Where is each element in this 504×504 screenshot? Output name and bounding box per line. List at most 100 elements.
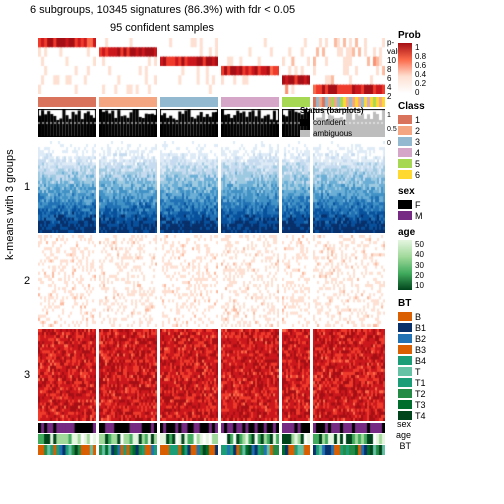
class-swatch bbox=[398, 170, 412, 179]
class-swatch bbox=[398, 115, 412, 124]
prob-gradient bbox=[398, 43, 412, 93]
heatmap-block bbox=[221, 38, 279, 94]
kmeans-row-label: 3 bbox=[24, 369, 30, 381]
class-swatch bbox=[398, 159, 412, 168]
bt-label: B4 bbox=[415, 356, 426, 366]
heatmap-block bbox=[282, 329, 310, 421]
heatmap-block bbox=[160, 109, 218, 137]
heatmap-block bbox=[282, 38, 310, 94]
heatmap-block bbox=[221, 97, 279, 107]
bt-swatch bbox=[398, 389, 412, 398]
prob-tick: 0.4 bbox=[415, 70, 426, 79]
bt-swatch bbox=[398, 345, 412, 354]
heatmap-block bbox=[38, 97, 96, 107]
status-tick: 0.5 bbox=[387, 123, 397, 137]
heatmap-block bbox=[221, 445, 279, 455]
heatmap-block bbox=[99, 235, 157, 327]
heatmap-block bbox=[38, 434, 96, 444]
heatmap-block bbox=[99, 329, 157, 421]
heatmap-block bbox=[38, 235, 96, 327]
heatmap-block bbox=[221, 141, 279, 233]
heatmap-block bbox=[160, 434, 218, 444]
heatmap-block bbox=[282, 235, 310, 327]
bt-label: B1 bbox=[415, 323, 426, 333]
class-swatch bbox=[398, 137, 412, 146]
status-label: confident bbox=[313, 118, 345, 127]
heatmap-block bbox=[99, 97, 157, 107]
class-label: 5 bbox=[415, 159, 420, 169]
legend-class-title: Class bbox=[398, 101, 502, 112]
heatmap-block bbox=[99, 38, 157, 94]
heatmap-block bbox=[160, 423, 218, 433]
sex-swatch bbox=[398, 200, 412, 209]
heatmap-block bbox=[99, 445, 157, 455]
heatmap-block bbox=[313, 445, 385, 455]
age-tick: 10 bbox=[415, 281, 424, 290]
age-tick: 40 bbox=[415, 250, 424, 259]
legend-prob-title: Prob bbox=[398, 30, 502, 41]
prob-tick: 0.6 bbox=[415, 61, 426, 70]
bt-label: B bbox=[415, 312, 421, 322]
age-tick: 20 bbox=[415, 271, 424, 280]
bt-swatch bbox=[398, 378, 412, 387]
prob-tick: 1 bbox=[415, 43, 426, 52]
kmeans-row-label: 2 bbox=[24, 275, 30, 287]
status-label: ambiguous bbox=[313, 129, 352, 138]
heatmap-block bbox=[221, 109, 279, 137]
prob-tick: 0.2 bbox=[415, 79, 426, 88]
heatmap-block bbox=[99, 434, 157, 444]
class-label: 4 bbox=[415, 148, 420, 158]
class-swatch bbox=[398, 126, 412, 135]
class-label: 2 bbox=[415, 126, 420, 136]
age-tick: 50 bbox=[415, 240, 424, 249]
status-tick: 1 bbox=[387, 109, 397, 123]
age-gradient bbox=[398, 240, 412, 290]
heatmap-block bbox=[38, 423, 96, 433]
row-anno-label: BT bbox=[399, 441, 411, 451]
heatmap-block bbox=[99, 141, 157, 233]
heatmap-block bbox=[282, 434, 310, 444]
heatmap-block bbox=[313, 235, 385, 327]
bt-swatch bbox=[398, 356, 412, 365]
heatmap-block bbox=[221, 434, 279, 444]
status-swatch bbox=[300, 119, 310, 126]
heatmap-block bbox=[38, 329, 96, 421]
heatmap-block bbox=[313, 141, 385, 233]
age-tick: 30 bbox=[415, 261, 424, 270]
legend-age-title: age bbox=[398, 227, 502, 238]
heatmap-block bbox=[282, 423, 310, 433]
bt-swatch bbox=[398, 334, 412, 343]
heatmap-block bbox=[160, 235, 218, 327]
heatmap-block bbox=[160, 97, 218, 107]
heatmap-block bbox=[38, 445, 96, 455]
heatmap-block bbox=[313, 434, 385, 444]
bt-swatch bbox=[398, 323, 412, 332]
sex-swatch bbox=[398, 211, 412, 220]
y-axis-label: k-means with 3 groups bbox=[4, 149, 16, 260]
legend-panel: Prob 10.80.60.40.20Class 123456sex FMage… bbox=[398, 30, 502, 427]
heatmap-block bbox=[99, 109, 157, 137]
class-label: 3 bbox=[415, 137, 420, 147]
bt-label: B3 bbox=[415, 345, 426, 355]
bt-label: T2 bbox=[415, 389, 426, 399]
heatmap-block bbox=[99, 423, 157, 433]
status-swatch bbox=[300, 130, 310, 137]
sex-label: M bbox=[415, 211, 423, 221]
heatmap-block bbox=[221, 235, 279, 327]
main-heatmap-plot: 10.50123sexageBTp-value108642 bbox=[38, 38, 394, 478]
bt-swatch bbox=[398, 312, 412, 321]
class-label: 6 bbox=[415, 170, 420, 180]
bt-label: B2 bbox=[415, 334, 426, 344]
heatmap-block bbox=[221, 423, 279, 433]
heatmap-block bbox=[160, 141, 218, 233]
sex-label: F bbox=[415, 200, 421, 210]
heatmap-block bbox=[282, 445, 310, 455]
heatmap-block bbox=[282, 141, 310, 233]
heatmap-block bbox=[38, 141, 96, 233]
heatmap-block bbox=[313, 329, 385, 421]
class-label: 1 bbox=[415, 115, 420, 125]
legend-bt-title: BT bbox=[398, 298, 502, 309]
prob-tick: 0 bbox=[415, 88, 426, 97]
bt-label: T1 bbox=[415, 378, 426, 388]
subtitle: 95 confident samples bbox=[110, 22, 214, 34]
